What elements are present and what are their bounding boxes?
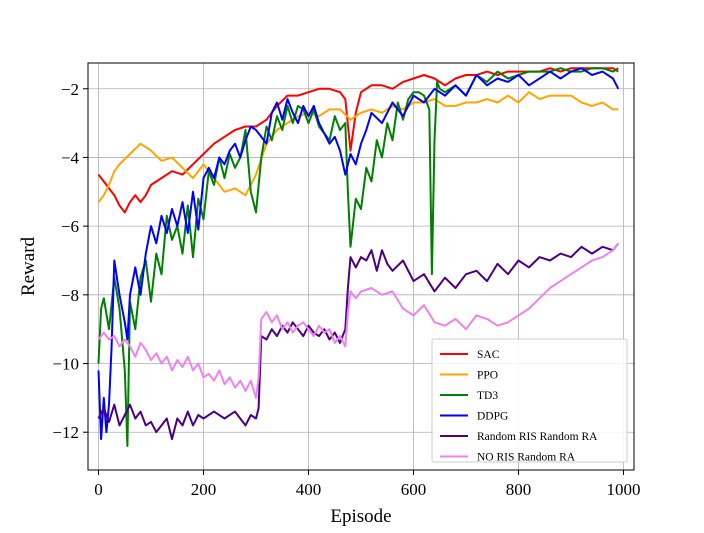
series-line-sac [97,67,619,214]
series-line-ddpg [97,67,620,441]
x-tick-label: 200 [191,480,217,499]
legend-label-ddpg: DDPG [477,411,508,423]
x-tick-label: 1000 [607,480,641,499]
series-lines [97,67,620,447]
y-tick-label: −4 [61,148,80,167]
x-tick-label: 800 [506,480,532,499]
legend-box [431,338,628,463]
y-axis-title: Reward [18,236,39,296]
y-tick-label: −6 [61,217,79,236]
series-line-no-ris-random-ra [97,242,620,399]
plot-frame [87,62,635,471]
legend-label-ppo: PPO [477,370,498,382]
y-tick-label: −10 [52,355,79,374]
axis-ticks: 0 200 400 600 800 1000 −12 −10 −8 −6 −4 −2 [52,80,640,499]
legend-label-td3: TD3 [477,390,498,402]
legend-label-no-ris-random-ra: NO RIS Random RA [477,452,576,464]
series-line-random-ris-random-ra [97,242,620,441]
y-tick-label: −2 [61,80,79,99]
legend-label-random-ris-random-ra: Random RIS Random RA [477,431,598,443]
series-line-ppo [97,91,619,203]
y-tick-label: −8 [61,286,79,305]
y-tick-label: −12 [52,423,79,442]
legend-label-sac: SAC [477,349,500,361]
x-axis-title: Episode [330,506,391,527]
x-tick-label: 0 [94,480,103,499]
x-tick-label: 400 [296,480,322,499]
legend: SAC PPO TD3 DDPG Random RIS Random RA NO RIS … [431,338,628,464]
x-tick-label: 600 [401,480,427,499]
